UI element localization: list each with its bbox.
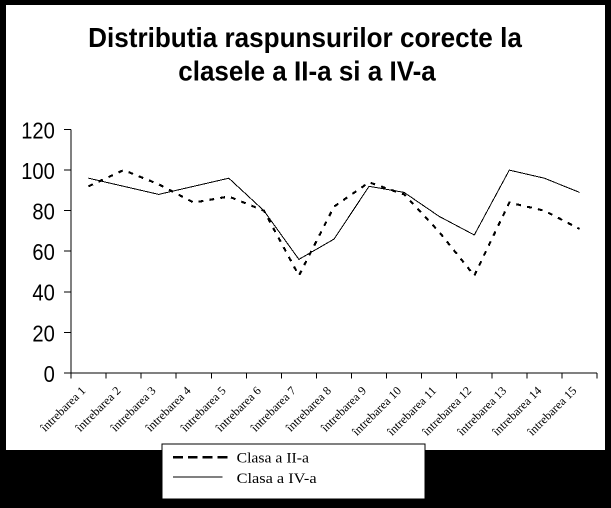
svg-text:60: 60: [32, 239, 54, 265]
svg-text:120: 120: [21, 117, 55, 143]
svg-text:0: 0: [44, 361, 55, 387]
svg-text:100: 100: [21, 158, 55, 184]
svg-text:Distributia raspunsurilor core: Distributia raspunsurilor corecte la: [88, 22, 522, 53]
svg-text:Clasa a II-a: Clasa a II-a: [237, 450, 310, 466]
svg-text:80: 80: [32, 199, 54, 225]
svg-text:Clasa a IV-a: Clasa a IV-a: [237, 471, 317, 487]
svg-text:clasele a II-a si a IV-a: clasele a II-a si a IV-a: [178, 55, 436, 86]
svg-text:20: 20: [32, 320, 54, 346]
svg-text:40: 40: [32, 280, 54, 306]
